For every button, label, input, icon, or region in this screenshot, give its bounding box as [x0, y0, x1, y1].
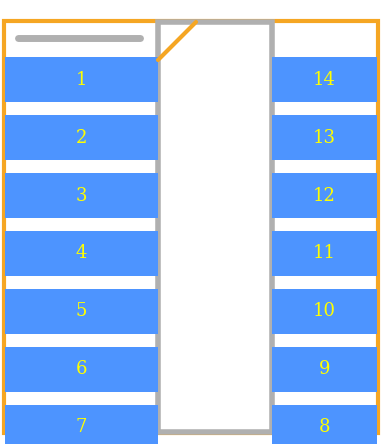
Text: 3: 3 — [76, 186, 87, 205]
Text: 12: 12 — [313, 186, 336, 205]
Bar — [272, 231, 377, 276]
Bar — [272, 115, 377, 160]
Bar — [5, 289, 158, 334]
Bar — [5, 405, 158, 444]
Bar — [5, 57, 158, 102]
Bar — [5, 173, 158, 218]
Text: 13: 13 — [313, 128, 336, 147]
Bar — [272, 347, 377, 392]
Text: 10: 10 — [313, 302, 336, 321]
Bar — [5, 231, 158, 276]
Text: 2: 2 — [76, 128, 87, 147]
Bar — [5, 347, 158, 392]
Bar — [272, 57, 377, 102]
Bar — [272, 405, 377, 444]
Text: 4: 4 — [76, 245, 87, 262]
Text: 11: 11 — [313, 245, 336, 262]
Bar — [272, 173, 377, 218]
Bar — [5, 115, 158, 160]
Text: 5: 5 — [76, 302, 87, 321]
Text: 1: 1 — [76, 71, 87, 88]
Text: 6: 6 — [76, 361, 87, 378]
Bar — [158, 22, 272, 432]
Bar — [272, 289, 377, 334]
Text: 7: 7 — [76, 419, 87, 436]
Text: 14: 14 — [313, 71, 336, 88]
Text: 8: 8 — [319, 419, 330, 436]
Text: 9: 9 — [319, 361, 330, 378]
